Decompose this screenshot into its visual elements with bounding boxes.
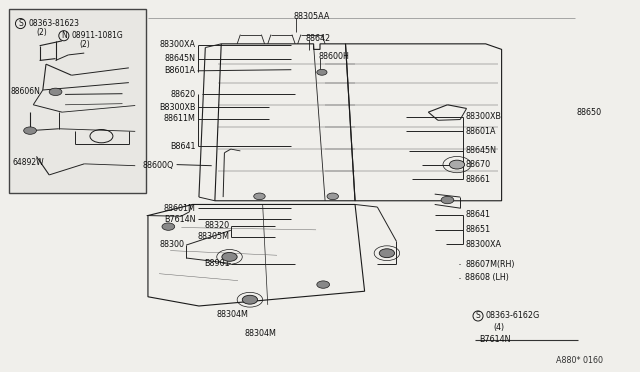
Circle shape	[317, 281, 330, 288]
Text: 88611M: 88611M	[164, 114, 196, 123]
Text: 08363-6162G: 08363-6162G	[486, 311, 540, 320]
Bar	[9, 9, 146, 193]
Text: 08911-1081G: 08911-1081G	[72, 31, 124, 40]
Text: 88641: 88641	[465, 210, 490, 219]
Circle shape	[253, 193, 265, 200]
Text: 08363-81623: 08363-81623	[28, 19, 79, 28]
Text: 88300XB: 88300XB	[465, 112, 501, 121]
Text: 88600H: 88600H	[319, 52, 349, 61]
Text: S: S	[18, 19, 23, 28]
Text: B7614N: B7614N	[479, 335, 511, 344]
Text: 88650: 88650	[576, 108, 602, 117]
Text: 88300: 88300	[160, 240, 185, 249]
Text: A880* 0160: A880* 0160	[556, 356, 603, 365]
Circle shape	[327, 193, 339, 200]
Text: 88601A: 88601A	[465, 127, 496, 136]
Text: 88645N: 88645N	[164, 54, 196, 63]
Text: (2): (2)	[36, 28, 47, 37]
Text: 88608 (LH): 88608 (LH)	[465, 273, 509, 282]
Circle shape	[222, 253, 237, 261]
Text: B8641: B8641	[170, 142, 196, 151]
Circle shape	[317, 69, 327, 75]
Text: 88304M: 88304M	[244, 329, 276, 338]
Text: 88320: 88320	[204, 221, 230, 230]
Circle shape	[380, 249, 394, 258]
Text: 88300XA: 88300XA	[160, 41, 196, 49]
Text: (2): (2)	[79, 40, 90, 49]
Text: 88606N: 88606N	[11, 87, 41, 96]
Circle shape	[441, 196, 454, 204]
Text: 88661: 88661	[465, 175, 490, 184]
Text: 88305AA: 88305AA	[293, 12, 330, 21]
Text: B8601A: B8601A	[164, 66, 196, 75]
Text: 88601M: 88601M	[164, 203, 196, 213]
Text: B7614N: B7614N	[164, 215, 196, 224]
Text: S: S	[476, 311, 481, 320]
Circle shape	[162, 223, 175, 230]
Text: 88304M: 88304M	[217, 310, 248, 319]
Text: 88620: 88620	[171, 90, 196, 99]
Text: 64892W: 64892W	[13, 157, 45, 167]
Text: 88607M(RH): 88607M(RH)	[465, 260, 515, 269]
Text: 88651: 88651	[465, 225, 490, 234]
Circle shape	[449, 160, 465, 169]
Circle shape	[49, 88, 62, 96]
Text: 88300XA: 88300XA	[465, 240, 501, 249]
Text: 88642: 88642	[306, 34, 331, 43]
Text: 88670: 88670	[465, 160, 490, 169]
Text: B8300XB: B8300XB	[159, 103, 196, 112]
Text: 88305M: 88305M	[198, 232, 230, 241]
Text: 88600Q: 88600Q	[142, 161, 173, 170]
Circle shape	[24, 127, 36, 134]
Text: B8901: B8901	[204, 259, 230, 268]
Circle shape	[243, 295, 257, 304]
Text: N: N	[61, 31, 67, 40]
Text: 88645N: 88645N	[465, 147, 496, 155]
Text: (4): (4)	[493, 323, 504, 331]
